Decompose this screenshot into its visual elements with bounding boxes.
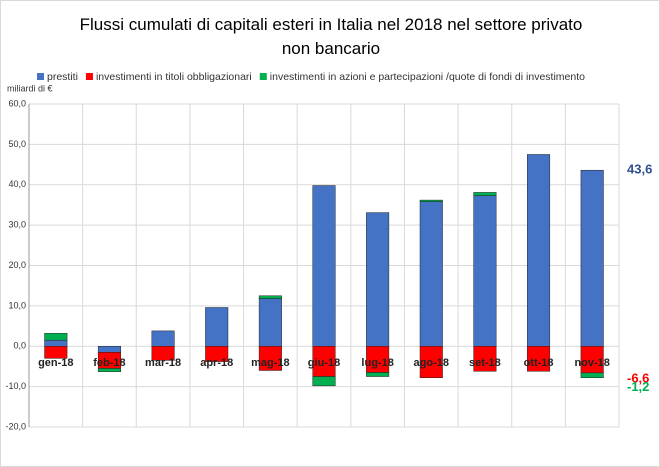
bar-segment: [97, 368, 121, 372]
bar-segment: [151, 346, 175, 361]
chart-title: Flussi cumulati di capitali esteri in It…: [79, 15, 583, 58]
bar-segment: [473, 346, 497, 372]
bar-segment: [312, 376, 336, 387]
x-tick-label: set-18: [469, 357, 501, 369]
bar-segment: [205, 346, 229, 362]
legend-label: investimenti in azioni e partecipazioni …: [270, 71, 585, 83]
bar-segment: [258, 295, 282, 299]
data-label: 43,6: [627, 162, 652, 177]
x-tick-label: giu-18: [308, 357, 340, 369]
y-tick-label: -20,0: [5, 421, 26, 431]
bar-segment: [258, 298, 282, 347]
bar-segment: [419, 199, 443, 202]
bar-segment: [205, 307, 229, 347]
x-tick-label: mag-18: [251, 357, 290, 369]
bar-segment: [527, 346, 551, 372]
y-tick-label: 50,0: [8, 139, 26, 149]
x-tick-label: lug-18: [361, 357, 393, 369]
legend-swatch: [37, 73, 44, 80]
legend-label: prestiti: [47, 71, 78, 83]
legend-swatch: [85, 73, 93, 80]
bar-segment: [258, 346, 282, 371]
bar-segment: [151, 330, 175, 347]
x-tick-label: nov-18: [574, 357, 609, 369]
x-tick-label: ott-18: [524, 357, 554, 369]
y-tick-label: -10,0: [5, 381, 26, 391]
x-tick-label: mar-18: [145, 357, 181, 369]
bar-segment: [97, 346, 121, 353]
bar-segment: [44, 346, 68, 359]
bar-segment: [44, 333, 68, 341]
y-tick-label: 20,0: [8, 260, 26, 270]
x-tick-label: feb-18: [93, 357, 125, 369]
data-label: -1,2: [627, 379, 649, 394]
bar-segment: [419, 346, 443, 378]
y-tick-label: 60,0: [8, 98, 26, 108]
bar-segment: [527, 154, 551, 347]
legend-swatch: [259, 73, 267, 80]
y-tick-label: 40,0: [8, 179, 26, 189]
x-tick-label: ago-18: [414, 357, 449, 369]
bar-segment: [580, 372, 604, 378]
y-tick-label: 30,0: [8, 220, 26, 230]
bar-segment: [366, 212, 390, 347]
data-label: -6,6: [627, 370, 649, 385]
x-tick-label: gen-18: [38, 357, 73, 369]
bar-segment: [473, 192, 497, 196]
legend-label: investimenti in titoli obbligazionari: [96, 71, 252, 83]
y-axis-label: miliardi di €: [7, 83, 53, 93]
bar-segment: [44, 339, 68, 347]
y-tick-label: 10,0: [8, 300, 26, 310]
bar-segment: [312, 185, 336, 347]
bar-segment: [419, 201, 443, 347]
bar-segment: [366, 372, 390, 377]
bar-segment: [473, 195, 497, 347]
x-tick-label: apr-18: [200, 357, 233, 369]
bar-segment: [580, 169, 604, 347]
y-tick-label: 0,0: [13, 341, 26, 351]
